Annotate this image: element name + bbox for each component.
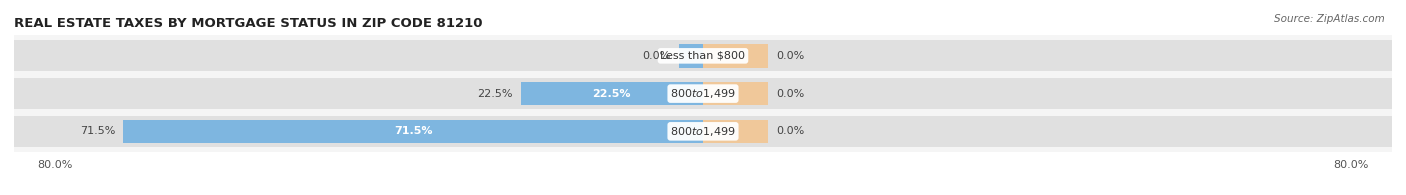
Text: 0.0%: 0.0% [776,51,804,61]
Text: REAL ESTATE TAXES BY MORTGAGE STATUS IN ZIP CODE 81210: REAL ESTATE TAXES BY MORTGAGE STATUS IN … [14,17,482,30]
Text: 0.0%: 0.0% [776,126,804,136]
Bar [14,116,1392,147]
Bar [124,120,703,143]
Text: 22.5%: 22.5% [477,89,513,99]
Text: $800 to $1,499: $800 to $1,499 [671,87,735,100]
Bar [703,82,768,105]
Text: 0.0%: 0.0% [643,51,671,61]
Text: $800 to $1,499: $800 to $1,499 [671,125,735,138]
Text: 22.5%: 22.5% [592,89,631,99]
Bar [703,120,768,143]
Bar [14,40,1392,71]
Text: 0.0%: 0.0% [776,89,804,99]
Bar [679,44,703,67]
Text: Source: ZipAtlas.com: Source: ZipAtlas.com [1274,14,1385,24]
Bar [520,82,703,105]
Bar [14,78,1392,109]
Bar [703,44,768,67]
Text: 71.5%: 71.5% [80,126,115,136]
Text: Less than $800: Less than $800 [661,51,745,61]
Text: 71.5%: 71.5% [394,126,433,136]
